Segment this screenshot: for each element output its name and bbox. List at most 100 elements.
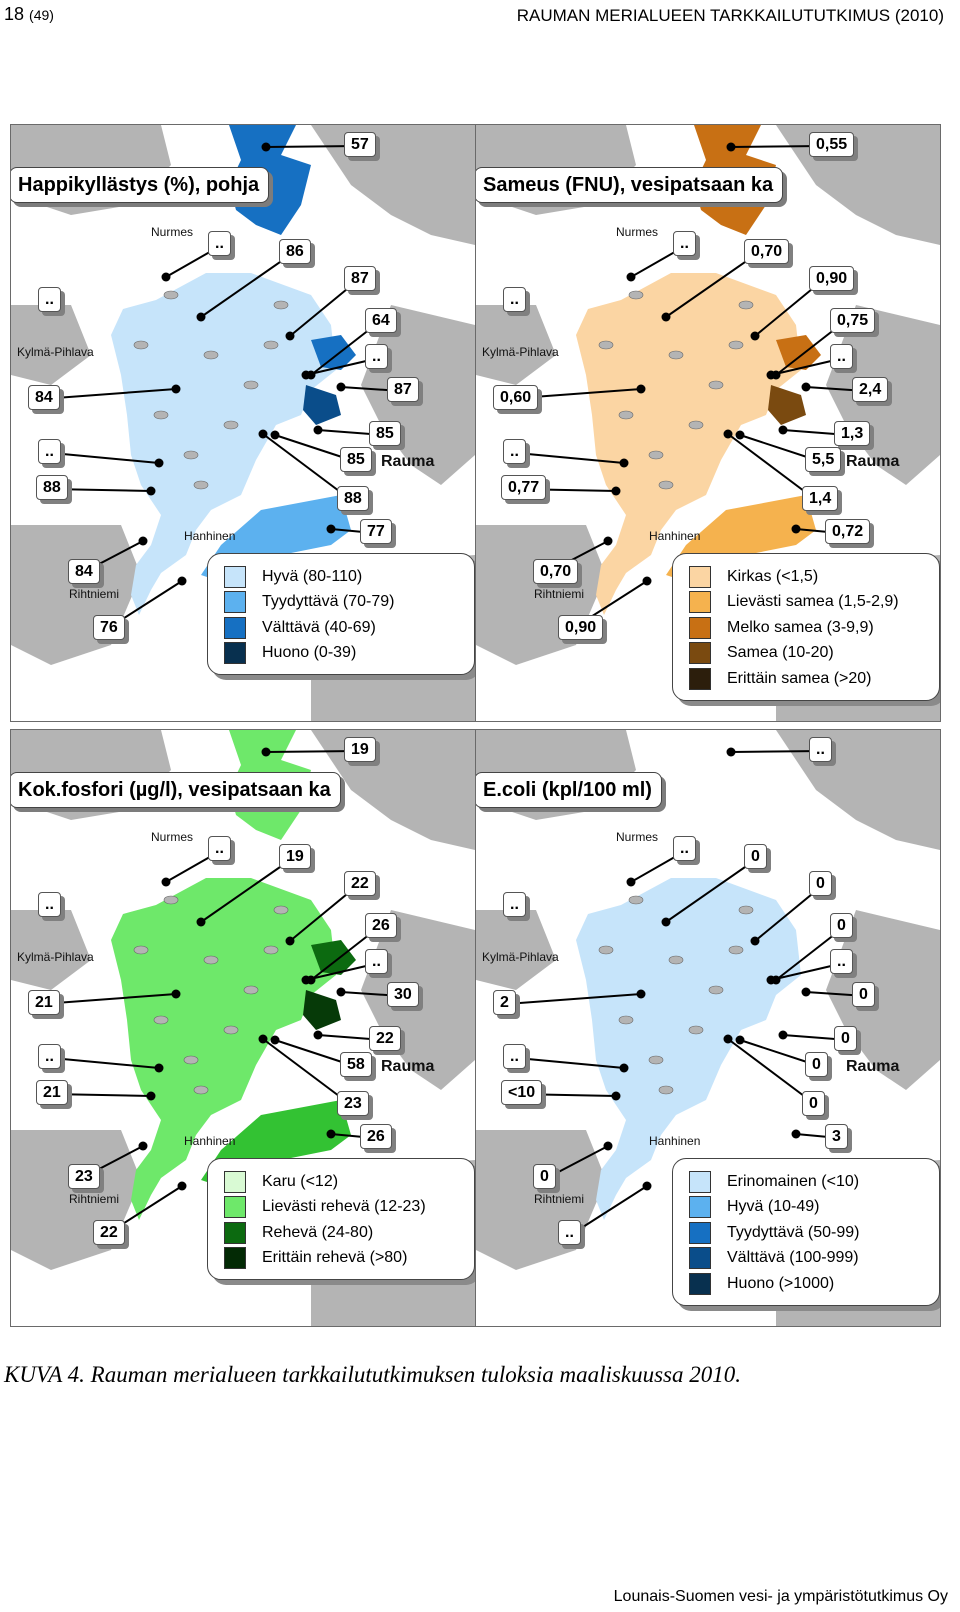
report-title: RAUMAN MERIALUEEN TARKKAILUTUTKIMUS (201… [516,6,944,25]
station-value: 85 [369,421,401,446]
station-value: .. [809,737,832,762]
sampling-point [154,1063,164,1073]
legend-item: Lievästi rehevä (12-23) [224,1195,460,1221]
station-value: 0 [533,1164,556,1189]
sampling-point [313,425,323,435]
sampling-point [626,877,636,887]
sampling-point [801,987,811,997]
station-value: 26 [365,913,397,938]
station-value: 0 [805,1052,828,1077]
island [728,945,744,955]
station-value: 87 [387,377,419,402]
station-value: 0,70 [744,239,790,264]
sampling-point [661,312,671,322]
sampling-point [642,1181,652,1191]
legend-label: Tyydyttävä (50-99) [727,1223,860,1241]
station-value: .. [38,439,61,464]
place-name-rihtniemi: Rihtniemi [534,1192,585,1206]
legend-swatch [689,1221,711,1244]
station-value: .. [673,836,696,861]
legend-swatch [689,667,711,690]
legend-item: Tyydyttävä (70-79) [224,590,460,616]
island [183,450,199,460]
sampling-point [661,917,671,927]
island [628,895,644,905]
station-value: 57 [344,132,376,157]
island [738,300,754,310]
island [598,340,614,350]
station-value: 2 [493,990,516,1015]
legend-swatch [689,1247,711,1270]
legend-label: Välttävä (100-999) [727,1249,859,1267]
place-name-rauma: Rauma [846,1058,900,1075]
legend-label: Kirkas (<1,5) [727,567,819,585]
leader-line [41,993,177,1005]
legend-label: Hyvä (10-49) [727,1198,820,1216]
sampling-point [285,936,295,946]
leader-line [265,145,359,148]
sampling-point [766,370,776,380]
place-name-kylma-pihlava: Kylmä-Pihlava [482,950,559,964]
station-value: 0,77 [501,475,547,500]
sampling-point [723,1034,733,1044]
sampling-point [326,524,336,534]
legend-item: Erittäin samea (>20) [689,666,925,692]
island [728,340,744,350]
legend-swatch [224,591,246,614]
place-name-nurmes: Nurmes [616,830,659,844]
sampling-point [778,425,788,435]
legend-item: Karu (<12) [224,1169,460,1195]
zone-main [576,273,801,615]
legend-label: Lievästi rehevä (12-23) [262,1198,426,1216]
legend-label: Rehevä (24-80) [262,1223,374,1241]
place-name-rauma: Rauma [846,453,900,470]
zone-north [229,125,311,235]
station-value: 21 [36,1080,68,1105]
station-value: .. [830,344,853,369]
legend-item: Samea (10-20) [689,641,925,667]
island [273,905,289,915]
sampling-point [326,1129,336,1139]
station-value: 22 [344,871,376,896]
island [618,410,634,420]
island [688,420,704,430]
legend-label: Erittäin samea (>20) [727,669,872,687]
legend-swatch [689,591,711,614]
station-value: .. [503,287,526,312]
legend: Karu (<12) Lievästi rehevä (12-23) Rehevä … [207,1158,475,1280]
station-value: 1,4 [802,486,839,511]
legend-label: Tyydyttävä (70-79) [262,593,395,611]
sampling-point [735,1035,745,1045]
sampling-point [791,1129,801,1139]
legend-swatch [224,565,246,588]
station-value: 84 [68,559,100,584]
station-value: 58 [340,1052,372,1077]
station-value: 86 [279,239,311,264]
place-name-kylma-pihlava: Kylmä-Pihlava [17,950,94,964]
island [153,410,169,420]
station-value: 87 [344,266,376,291]
station-value: .. [208,231,231,256]
footer-company: Lounais-Suomen vesi- ja ympäristötutkimu… [613,1588,948,1605]
station-value: 0 [744,844,767,869]
sampling-point [801,382,811,392]
legend-item: Erittäin rehevä (>80) [224,1246,460,1272]
legend-label: Karu (<12) [262,1172,339,1190]
zone-harbour [303,385,341,425]
island [648,1055,664,1065]
sampling-point [138,1141,148,1151]
legend-swatch [689,1272,711,1295]
sampling-point [619,1063,629,1073]
map-title: Happikyllästys (%), pohja [11,167,270,203]
map-panel: E.coli (kpl/100 ml) Nurmes Kylmä-Pihlava Ha… [475,729,941,1327]
land-area [11,910,91,990]
legend-swatch [689,1196,711,1219]
station-value: .. [830,949,853,974]
station-value: .. [503,1044,526,1069]
page-current: 18 [4,4,25,24]
station-value: .. [365,949,388,974]
station-value: 0 [834,1026,857,1051]
legend-label: Huono (>1000) [727,1274,835,1292]
place-name-nurmes: Nurmes [151,225,194,239]
island [618,1015,634,1025]
